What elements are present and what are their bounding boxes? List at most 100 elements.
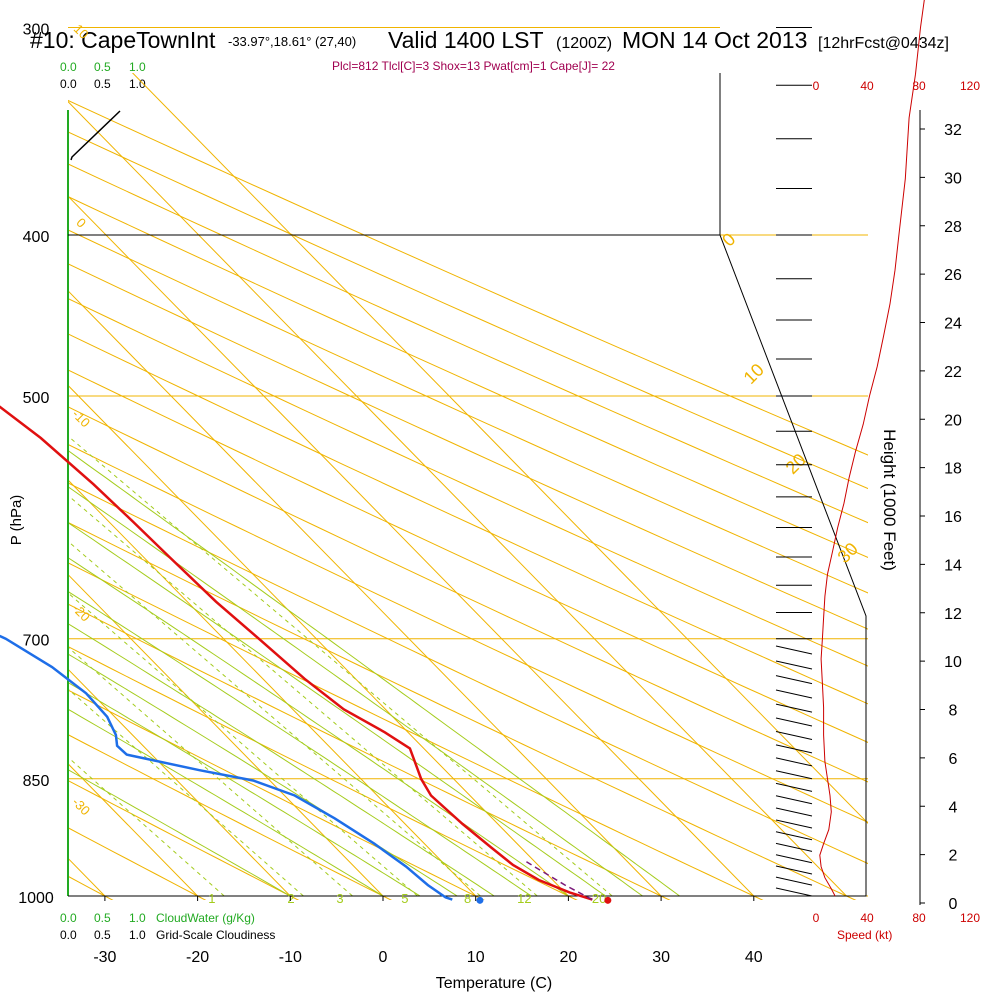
cloudwater-tick-bottom-1: 0.5 — [94, 911, 111, 925]
temperature-tick-label-20: 20 — [560, 949, 578, 966]
stability-indices: Plcl=812 Tlcl[C]=3 Shox=13 Pwat[cm]=1 Ca… — [332, 59, 615, 73]
temperature-surface-point — [604, 896, 612, 904]
isotherm--20 — [68, 763, 198, 897]
dry-adiabat-50 — [68, 521, 857, 900]
isotherm-30 — [68, 290, 662, 897]
mixing-ratio-label-8: 8 — [464, 891, 471, 906]
isotherm-10 — [68, 479, 477, 897]
chart-title-location: -33.97°,18.61° (27,40) — [228, 34, 356, 49]
dry-adiabat-90 — [68, 369, 868, 744]
parcel-trace — [524, 859, 593, 901]
wind-barb-895 — [775, 807, 813, 817]
pressure-tick-label-1000: 1000 — [18, 890, 54, 907]
cloudwater-label: CloudWater (g/Kg) — [156, 911, 255, 925]
mixing-ratio-line-3 — [68, 646, 353, 897]
wind-barbs — [775, 27, 813, 897]
cloudiness-tick-top-1: 0.5 — [94, 77, 111, 91]
dry-adiabat-150 — [68, 163, 868, 524]
height-tick-label-10: 10 — [944, 654, 962, 671]
wind-barb-790 — [775, 717, 813, 727]
moist-adiabat-12 — [68, 623, 495, 897]
height-axis-label: Height (1000 Feet) — [880, 429, 899, 571]
height-tick-label-4: 4 — [949, 799, 958, 816]
speed-tick-bottom-40: 40 — [860, 911, 874, 925]
speed-tick-top-40: 40 — [860, 79, 874, 93]
mixing-ratio-label-5: 5 — [401, 891, 408, 906]
moist-adiabat-0 — [68, 708, 384, 897]
cloudwater-tick-top-1: 0.5 — [94, 60, 111, 74]
height-tick-label-6: 6 — [949, 751, 958, 768]
height-tick-label-16: 16 — [944, 509, 962, 526]
isotherm-label-5: 0 — [718, 229, 739, 250]
mixing-ratio-line-1 — [68, 756, 225, 897]
frame-upper — [68, 73, 721, 236]
moist-adiabat--10 — [68, 769, 291, 897]
wind-barb-850 — [775, 770, 813, 780]
height-tick-label-0: 0 — [949, 896, 958, 913]
isotherm-label-7: 20 — [782, 450, 810, 478]
dry-adiabat-80 — [68, 406, 868, 783]
height-tick-label-8: 8 — [949, 703, 958, 720]
wind-barb-925 — [775, 831, 813, 841]
mixing-ratio-line-12 — [68, 494, 538, 897]
speed-tick-top-0: 0 — [813, 79, 820, 93]
dry-adiabat--20 — [68, 827, 207, 900]
cloudwater-tick-top-2: 1.0 — [129, 60, 146, 74]
dry-adiabat-10 — [68, 689, 485, 900]
isotherm-50 — [68, 100, 847, 897]
wind-barb-805 — [775, 731, 813, 741]
x-axis-label: Temperature (C) — [436, 975, 552, 992]
pressure-tick-label-400: 400 — [23, 229, 50, 246]
dry-adiabat-130 — [68, 229, 868, 594]
moist-adiabat-16 — [68, 590, 532, 897]
height-tick-label-18: 18 — [944, 461, 962, 478]
temperature-tick-label-10: 10 — [467, 949, 485, 966]
mixing-ratio-line-8 — [68, 540, 481, 897]
wind-barb-910 — [775, 819, 813, 829]
height-tick-label-2: 2 — [949, 848, 958, 865]
chart-title-date: MON 14 Oct 2013 — [622, 27, 807, 53]
sounding-traces — [0, 405, 612, 904]
mixing-ratio-lines — [68, 435, 613, 897]
cloudiness-tick-top-0: 0.0 — [60, 77, 77, 91]
isobar-lines: 2503004005007008501000 — [18, 22, 868, 907]
wind-speed-trace — [819, 0, 925, 897]
wind-barb-715 — [775, 645, 813, 655]
temperature-tick-label--10: -10 — [279, 949, 302, 966]
dry-adiabat-170 — [68, 99, 868, 456]
cloud-scale-bottom: 0.0 0.5 1.0 CloudWater (g/Kg) 0.0 0.5 1.… — [60, 911, 275, 942]
cloudwater-tick-bottom-0: 0.0 — [60, 911, 77, 925]
speed-tick-bottom-120: 120 — [960, 911, 980, 925]
dry-adiabat-0 — [68, 734, 393, 900]
mixing-ratio-label-3: 3 — [336, 891, 343, 906]
mixing-ratio-line-20 — [68, 435, 613, 897]
y-axis-label: P (hPa) — [8, 495, 25, 546]
pressure-tick-label-850: 850 — [23, 773, 50, 790]
speed-tick-top-80: 80 — [912, 79, 926, 93]
cloudwater-tick-bottom-2: 1.0 — [129, 911, 146, 925]
speed-axis-label: Speed (kt) — [837, 928, 892, 942]
wind-barb-760 — [775, 689, 813, 699]
wind-barb-730 — [775, 660, 813, 670]
isotherm--40 — [0, 0, 12, 896]
dry-adiabat-160 — [68, 131, 868, 490]
pressure-tick-label-700: 700 — [23, 633, 50, 650]
height-tick-label-22: 22 — [944, 364, 962, 381]
cloudiness-tick-bottom-1: 0.5 — [94, 928, 111, 942]
isotherm-0 — [68, 573, 384, 897]
height-tick-label-26: 26 — [944, 267, 962, 284]
wind-barb-970 — [775, 865, 813, 875]
wind-barb-865 — [775, 782, 813, 792]
temperature-tick-label-30: 30 — [652, 949, 670, 966]
height-tick-label-30: 30 — [944, 170, 962, 187]
dry-adiabat-20 — [68, 645, 578, 900]
cloudiness-tick-bottom-0: 0.0 — [60, 928, 77, 942]
axes-ticks: -30 -20 -10 0 10 20 30 400246810121416182022242… — [93, 110, 962, 966]
wind-barb-745 — [775, 675, 813, 685]
moist-adiabat-lines — [68, 449, 680, 897]
mixing-ratio-label-2: 2 — [287, 891, 294, 906]
wind-barb-775 — [775, 703, 813, 713]
dry-adiabat-140 — [68, 196, 868, 559]
isotherm-label-2: -10 — [69, 406, 93, 430]
